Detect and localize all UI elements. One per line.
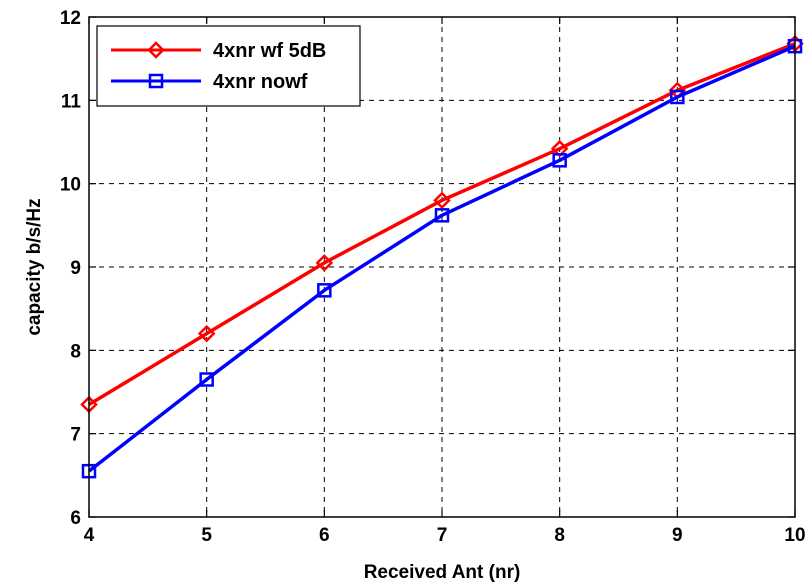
legend-marker-wf (147, 41, 165, 59)
x-tick-label: 4 (84, 525, 95, 546)
y-tick-label: 7 (70, 425, 81, 446)
tick-layer: 4 5 6 7 8 9 10 6 7 8 9 10 11 12 (60, 8, 806, 546)
x-tick-label: 10 (784, 525, 805, 546)
legend: 4xnr wf 5dB 4xnr nowf (96, 25, 361, 107)
y-tick-label: 10 (60, 175, 81, 196)
x-tick-label: 6 (319, 525, 330, 546)
y-axis-label: capacity b/s/Hz (24, 198, 45, 335)
y-tick-label: 11 (61, 91, 82, 112)
legend-entry-wf: 4xnr wf 5dB (213, 40, 326, 62)
x-axis-label: Received Ant (nr) (364, 562, 521, 583)
legend-marker-shape-0 (147, 41, 165, 59)
legend-marker-nowf (148, 73, 164, 89)
data-point-1-2 (317, 283, 332, 298)
y-tick-label: 12 (60, 8, 81, 29)
data-point-0-4 (550, 139, 569, 158)
data-point-1-5 (670, 89, 685, 105)
data-point-0-1 (197, 324, 216, 343)
data-point-0-3 (433, 191, 451, 210)
y-tick-label: 6 (70, 508, 81, 529)
data-point-1-4 (552, 153, 567, 168)
data-point-0-2 (315, 254, 334, 272)
x-tick-label: 8 (554, 525, 565, 546)
y-tick-label: 8 (70, 341, 81, 362)
legend-entry-nowf: 4xnr nowf (213, 71, 308, 93)
x-tick-label: 9 (672, 525, 683, 546)
x-tick-label: 7 (437, 525, 448, 546)
data-point-1-1 (199, 372, 214, 387)
y-tick-label: 9 (70, 258, 81, 279)
series-line-1 (87, 44, 796, 473)
legend-box (96, 25, 361, 107)
series-layer (80, 34, 804, 479)
legend-marker-shape-1 (148, 73, 164, 89)
x-tick-label: 5 (201, 525, 212, 546)
data-point-1-3 (434, 208, 450, 223)
